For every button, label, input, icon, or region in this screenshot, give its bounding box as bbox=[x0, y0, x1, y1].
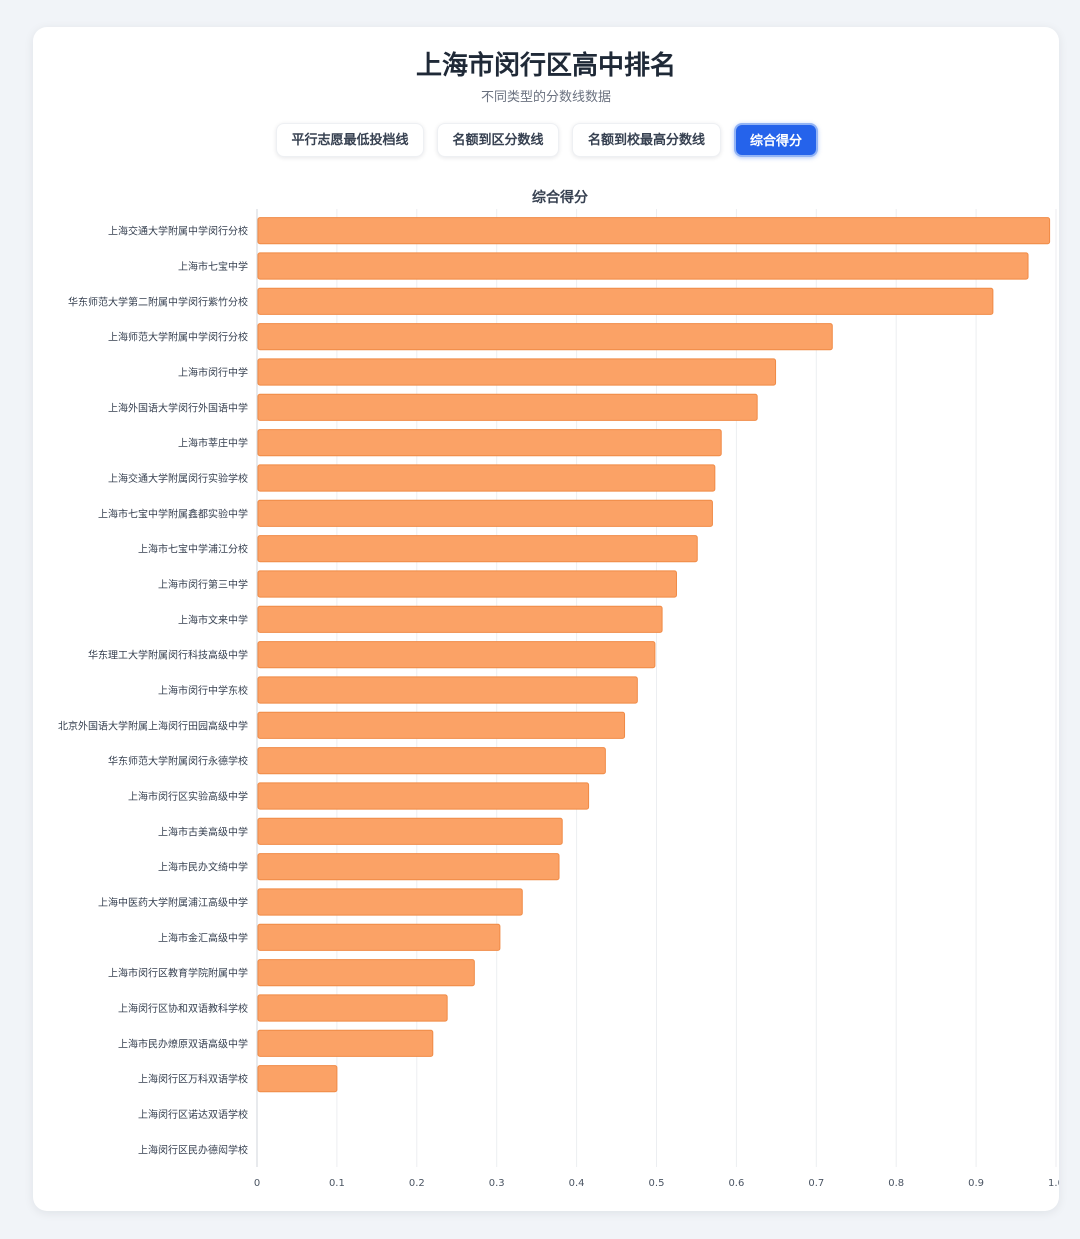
bar[interactable] bbox=[257, 393, 758, 421]
bar[interactable] bbox=[257, 217, 1051, 245]
tab-parallel-min-score[interactable]: 平行志愿最低投档线 bbox=[276, 123, 424, 157]
x-tick-label: 0.7 bbox=[808, 1178, 824, 1189]
page-title: 上海市闵行区高中排名 bbox=[415, 51, 676, 81]
bar[interactable] bbox=[257, 923, 501, 951]
y-axis-labels: 上海交通大学附属中学闵行分校上海市七宝中学华东师范大学第二附属中学闵行紫竹分校上… bbox=[58, 225, 248, 1157]
x-axis-ticks: 0 0.1 0.2 0.3 0.4 0.5 0.6 0.7 0.8 0.9 1.0 bbox=[254, 1178, 1059, 1189]
y-category-label: 上海市闵行中学东校 bbox=[158, 684, 248, 697]
chart-card: 上海市闵行区高中排名 不同类型的分数线数据 平行志愿最低投档线 名额到区分数线 … bbox=[33, 27, 1059, 1211]
y-category-label: 上海市七宝中学 bbox=[178, 260, 248, 273]
bar[interactable] bbox=[257, 641, 656, 669]
bar[interactable] bbox=[257, 358, 777, 386]
bar[interactable] bbox=[257, 287, 994, 315]
y-category-label: 上海闵行区万科双语学校 bbox=[138, 1073, 248, 1086]
tab-district-quota-score[interactable]: 名额到区分数线 bbox=[437, 123, 559, 157]
y-category-label: 上海市闵行区教育学院附属中学 bbox=[108, 967, 248, 980]
bar[interactable] bbox=[257, 1029, 434, 1057]
y-category-label: 上海市文来中学 bbox=[178, 613, 248, 626]
x-tick-label: 0.6 bbox=[728, 1178, 744, 1189]
x-tick-label: 0.9 bbox=[968, 1178, 984, 1189]
bar[interactable] bbox=[257, 676, 638, 704]
y-category-label: 上海市金汇高级中学 bbox=[158, 931, 248, 944]
y-category-label: 上海市七宝中学浦江分校 bbox=[138, 543, 248, 556]
bar-chart: 综合得分 上海交通大学附属中学闵行分校上海市七宝中学华东师范大学第二附属中学闵行… bbox=[58, 189, 1059, 1189]
y-category-label: 上海市古美高级中学 bbox=[158, 825, 248, 838]
bar[interactable] bbox=[257, 782, 590, 810]
bar[interactable] bbox=[257, 888, 523, 916]
bar[interactable] bbox=[257, 994, 448, 1022]
y-category-label: 上海市闵行第三中学 bbox=[158, 578, 248, 591]
bar[interactable] bbox=[257, 959, 475, 987]
bar[interactable] bbox=[257, 252, 1029, 280]
bar[interactable] bbox=[257, 464, 716, 492]
x-tick-label: 0.3 bbox=[489, 1178, 505, 1189]
page-subtitle: 不同类型的分数线数据 bbox=[480, 90, 611, 105]
y-category-label: 上海交通大学附属闵行实验学校 bbox=[108, 472, 248, 485]
y-category-label: 上海市闵行区实验高级中学 bbox=[128, 790, 248, 803]
bar[interactable] bbox=[257, 570, 677, 598]
y-category-label: 上海中医药大学附属浦江高级中学 bbox=[98, 896, 248, 909]
tab-school-quota-max-score[interactable]: 名额到校最高分数线 bbox=[572, 123, 721, 157]
y-category-label: 上海闵行区民办德闳学校 bbox=[138, 1143, 248, 1156]
y-category-label: 上海闵行区诺达双语学校 bbox=[138, 1108, 248, 1121]
y-category-label: 上海市闵行中学 bbox=[178, 366, 248, 379]
y-category-label: 华东师范大学附属闵行永德学校 bbox=[108, 755, 248, 768]
y-category-label: 华东师范大学第二附属中学闵行紫竹分校 bbox=[68, 295, 248, 308]
bar[interactable] bbox=[257, 323, 833, 351]
x-tick-label: 0.1 bbox=[329, 1178, 345, 1189]
bar[interactable] bbox=[257, 499, 713, 527]
x-tick-label: 0.8 bbox=[888, 1178, 904, 1189]
chart-bars bbox=[257, 217, 1051, 1093]
x-tick-label: 0 bbox=[254, 1178, 260, 1189]
bar[interactable] bbox=[257, 853, 560, 881]
y-category-label: 北京外国语大学附属上海闵行田园高级中学 bbox=[58, 719, 248, 732]
chart-title: 综合得分 bbox=[532, 189, 588, 206]
bar[interactable] bbox=[257, 1065, 338, 1093]
x-tick-label: 0.4 bbox=[569, 1178, 585, 1189]
y-category-label: 上海市莘庄中学 bbox=[178, 437, 248, 450]
y-category-label: 上海交通大学附属中学闵行分校 bbox=[108, 225, 248, 238]
bar[interactable] bbox=[257, 711, 626, 739]
y-category-label: 上海师范大学附属中学闵行分校 bbox=[108, 331, 248, 344]
x-tick-label: 1.0 bbox=[1048, 1178, 1059, 1189]
bar[interactable] bbox=[257, 817, 563, 845]
x-tick-label: 0.5 bbox=[649, 1178, 665, 1189]
data-type-tabs: 平行志愿最低投档线 名额到区分数线 名额到校最高分数线 综合得分 bbox=[33, 123, 1059, 161]
bar[interactable] bbox=[257, 747, 606, 775]
bar[interactable] bbox=[257, 605, 663, 633]
tab-composite-score[interactable]: 综合得分 bbox=[734, 123, 818, 157]
y-category-label: 上海市民办文绮中学 bbox=[158, 861, 248, 874]
y-category-label: 华东理工大学附属闵行科技高级中学 bbox=[88, 649, 248, 662]
x-tick-label: 0.2 bbox=[409, 1178, 425, 1189]
y-category-label: 上海闵行区协和双语教科学校 bbox=[118, 1002, 248, 1015]
bar[interactable] bbox=[257, 535, 698, 563]
y-category-label: 上海市七宝中学附属鑫都实验中学 bbox=[98, 507, 248, 520]
bar[interactable] bbox=[257, 429, 722, 457]
y-category-label: 上海外国语大学闵行外国语中学 bbox=[108, 401, 248, 414]
y-category-label: 上海市民办燎原双语高级中学 bbox=[118, 1037, 248, 1050]
